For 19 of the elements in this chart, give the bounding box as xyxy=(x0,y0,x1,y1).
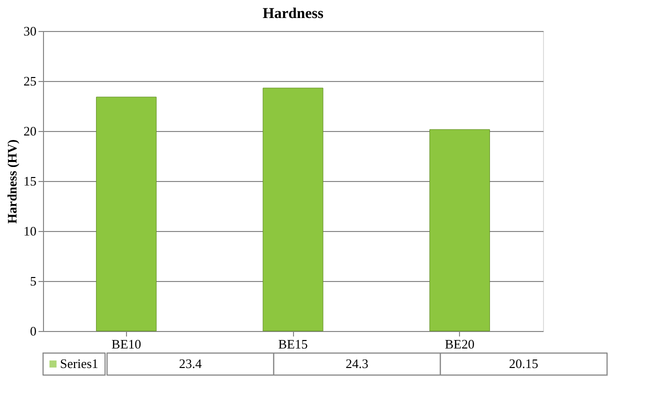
y-tick-label: 30 xyxy=(24,24,36,38)
data-label: 23.4 xyxy=(178,356,202,371)
data-label: 24.3 xyxy=(346,356,368,371)
bar xyxy=(262,88,324,332)
y-tick-label: 15 xyxy=(24,174,36,188)
y-tick-label: 20 xyxy=(24,124,36,138)
x-tick-label: BE10 xyxy=(112,336,142,352)
data-label: 20.15 xyxy=(509,356,538,371)
bar xyxy=(96,96,157,332)
y-tick-label: 10 xyxy=(24,224,36,238)
legend-label: Series1 xyxy=(60,356,98,371)
y-tick-label: 0 xyxy=(30,324,36,338)
y-axis-title: Hardness (HV) xyxy=(4,139,20,224)
bar xyxy=(429,129,490,332)
x-tick-label: BE15 xyxy=(278,336,308,352)
x-tick-label: BE20 xyxy=(444,336,474,352)
y-tick-label: 5 xyxy=(30,274,36,288)
y-tick-label: 25 xyxy=(24,74,36,88)
chart-title: Hardness xyxy=(262,6,324,22)
